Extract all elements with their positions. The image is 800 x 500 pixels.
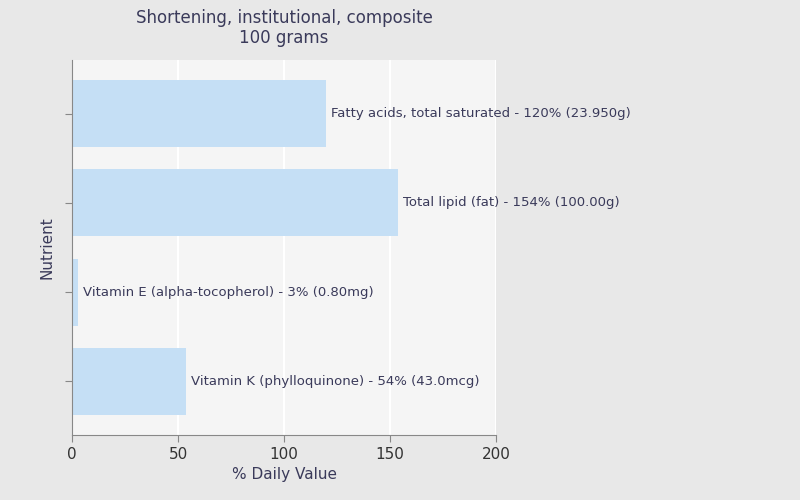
Y-axis label: Nutrient: Nutrient	[40, 216, 54, 279]
Text: Fatty acids, total saturated - 120% (23.950g): Fatty acids, total saturated - 120% (23.…	[330, 107, 630, 120]
Bar	[72, 258, 78, 326]
Text: Total lipid (fat) - 154% (100.00g): Total lipid (fat) - 154% (100.00g)	[402, 196, 619, 209]
Text: Vitamin K (phylloquinone) - 54% (43.0mcg): Vitamin K (phylloquinone) - 54% (43.0mcg…	[190, 375, 479, 388]
Text: Vitamin E (alpha-tocopherol) - 3% (0.80mg): Vitamin E (alpha-tocopherol) - 3% (0.80m…	[82, 286, 374, 298]
Bar	[72, 80, 326, 147]
Bar	[72, 348, 186, 415]
Title: Shortening, institutional, composite
100 grams: Shortening, institutional, composite 100…	[135, 8, 433, 48]
X-axis label: % Daily Value: % Daily Value	[231, 468, 337, 482]
Bar	[72, 170, 398, 236]
